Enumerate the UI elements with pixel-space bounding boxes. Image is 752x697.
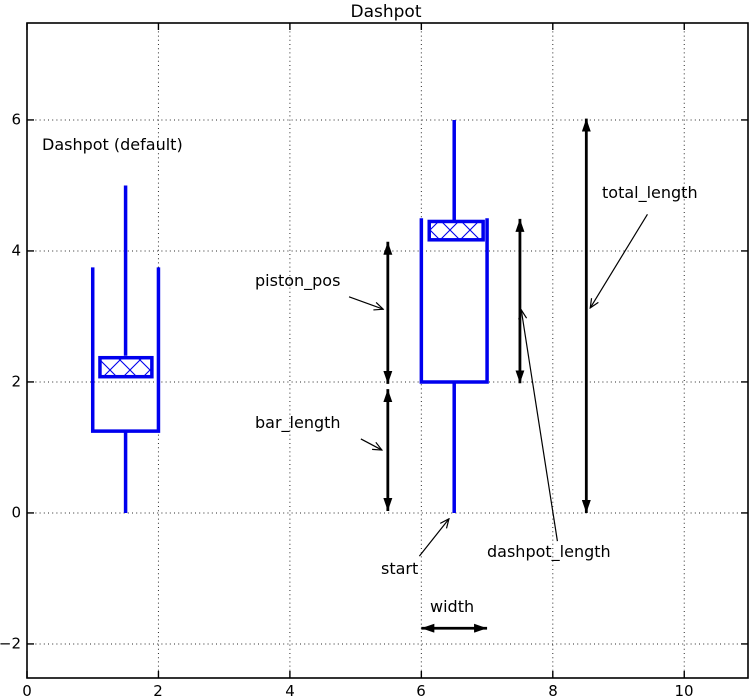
annotation-arrow-piston_pos	[348, 296, 383, 309]
dashpot_default-piston-hatch	[99, 357, 152, 377]
y-tick-label-6: 6	[11, 110, 21, 129]
label-default-dashpot: Dashpot (default)	[42, 135, 183, 154]
annotation-arrows	[348, 213, 648, 557]
x-tick-label-2: 2	[153, 682, 163, 697]
y-tick-label-2: 2	[11, 372, 21, 391]
annotation-arrow-bar_length	[360, 438, 382, 450]
dashpot_default-piston-outline	[98, 355, 154, 379]
x-tick-label-10: 10	[674, 682, 694, 697]
dashpot_annotated-piston-outline	[427, 219, 485, 242]
dashpot_default-line-1	[90, 267, 161, 433]
x-tick-label-6: 6	[416, 682, 426, 697]
grid-lines	[27, 23, 748, 678]
axes-spines	[26, 22, 749, 679]
dashpot_annotated-line-1	[419, 218, 489, 384]
x-tick-label-0: 0	[22, 682, 32, 697]
x-tick-label-4: 4	[285, 682, 295, 697]
annotation-arrow-total_length	[590, 213, 648, 308]
annotation-arrow-dashpot_length	[521, 310, 558, 542]
label-dashpot-length: dashpot_length	[487, 542, 611, 561]
plot-title: Dashpot	[350, 2, 422, 22]
axes-frame	[26, 22, 749, 679]
label-width: width	[430, 597, 475, 616]
dimension-arrows	[383, 118, 591, 633]
y-tick-label-0: 0	[11, 503, 21, 522]
x-tick-label-8: 8	[548, 682, 558, 697]
annotation-arrow-start	[418, 519, 449, 557]
dashpot_annotated-piston-hatch	[429, 221, 484, 240]
y-tick-label-4: 4	[11, 241, 21, 260]
label-piston-pos: piston_pos	[255, 271, 341, 290]
y-tick-label-neg2: −2	[0, 634, 21, 653]
dashpot-shapes	[90, 119, 489, 513]
label-bar-length: bar_length	[255, 413, 341, 432]
label-start: start	[381, 559, 419, 578]
label-total-length: total_length	[602, 183, 698, 202]
